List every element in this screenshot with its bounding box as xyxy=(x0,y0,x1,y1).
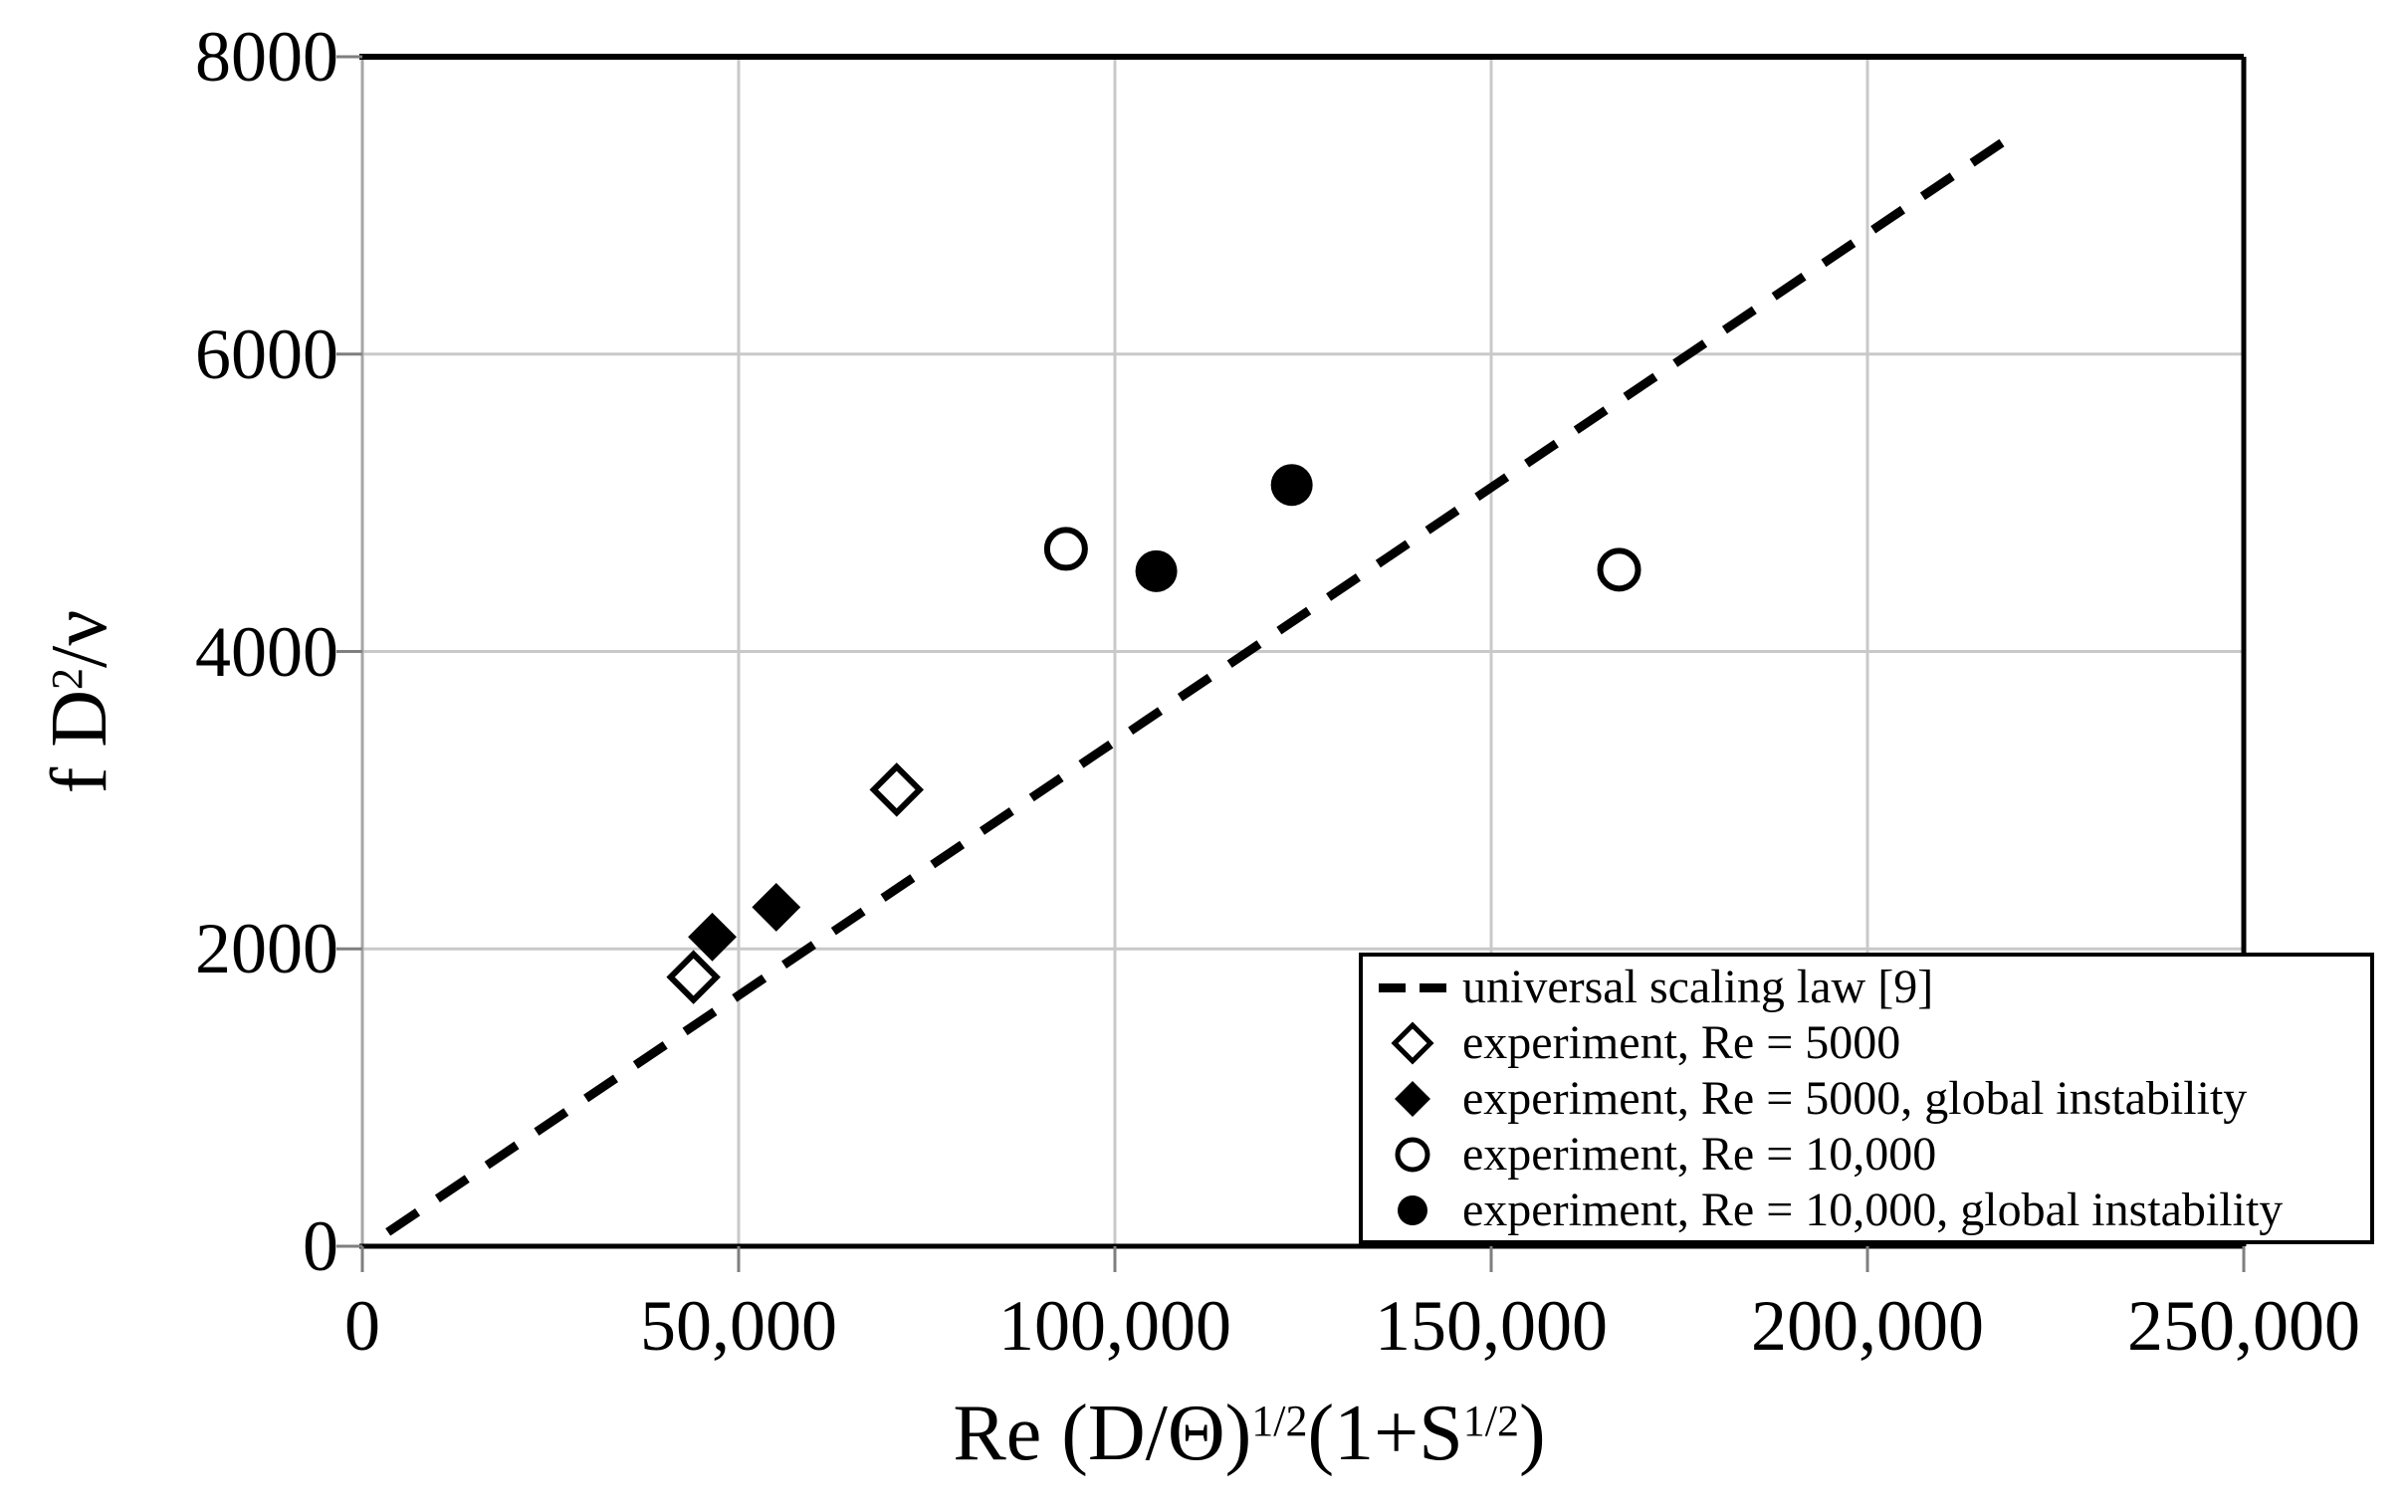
y-tick-label: 4000 xyxy=(195,611,338,692)
legend-marker xyxy=(1363,982,1462,992)
legend-item: experiment, Re = 5000, global instabilit… xyxy=(1363,1071,2370,1127)
legend-item: experiment, Re = 10,000 xyxy=(1363,1127,2370,1183)
dash-gap xyxy=(1406,983,1420,992)
y-axis-title-base: f D xyxy=(36,690,123,794)
legend-marker xyxy=(1363,1133,1462,1177)
y-tick-label: 2000 xyxy=(195,909,338,989)
legend-marker-filled-diamond-icon xyxy=(1395,1081,1430,1117)
x-tick-label: 150,000 xyxy=(1375,1286,1608,1366)
y-axis-title-superscript: 2 xyxy=(42,668,92,690)
x-tick-label: 100,000 xyxy=(998,1286,1231,1366)
data-point-open-circle xyxy=(1043,527,1088,571)
y-tick-label: 8000 xyxy=(195,17,338,97)
legend-marker xyxy=(1363,1188,1462,1232)
universal-scaling-law-line xyxy=(385,132,2014,1236)
filled-circle-glyph xyxy=(1398,1195,1427,1225)
data-point-open-diamond xyxy=(666,950,721,1004)
data-point-open-circle xyxy=(1597,547,1642,592)
legend-item-label: experiment, Re = 10,000, global instabil… xyxy=(1462,1184,2284,1236)
x-axis-title: Re (D/Θ)1/2(1+S1/2) xyxy=(752,1386,1747,1493)
legend-marker-dashed-line xyxy=(1379,982,1446,992)
legend-item: experiment, Re = 5000 xyxy=(1363,1015,2370,1071)
legend-marker xyxy=(1363,1077,1462,1121)
legend-marker xyxy=(1363,1021,1462,1065)
x-axis-title-base2: (1+S xyxy=(1307,1390,1463,1477)
y-tick-label: 0 xyxy=(303,1206,338,1286)
legend-item-label: universal scaling law [9] xyxy=(1462,961,1934,1013)
legend-marker-open-diamond-icon xyxy=(1391,1021,1434,1065)
y-axis-title: f D2/ν xyxy=(32,403,127,1000)
data-point-open-diamond xyxy=(869,762,925,817)
legend-box: universal scaling law [9] experiment, Re … xyxy=(1359,953,2374,1244)
data-point-filled-diamond xyxy=(688,912,737,962)
legend-item-label: experiment, Re = 5000 xyxy=(1462,1016,1901,1069)
legend-marker-open-circle-icon xyxy=(1395,1137,1430,1173)
dash-icon xyxy=(1420,982,1446,992)
x-axis-title-superscript2: 1/2 xyxy=(1462,1396,1519,1445)
legend-item-label: experiment, Re = 5000, global instabilit… xyxy=(1462,1072,2248,1125)
data-point-filled-circle xyxy=(1270,464,1313,507)
legend-item: experiment, Re = 10,000, global instabil… xyxy=(1363,1183,2370,1238)
open-circle-glyph xyxy=(1395,1137,1430,1173)
legend-marker-filled-circle-icon xyxy=(1398,1195,1427,1225)
x-tick-label: 200,000 xyxy=(1751,1286,1984,1366)
legend-item-label: experiment, Re = 10,000 xyxy=(1462,1128,1937,1181)
x-axis-title-base3: ) xyxy=(1519,1390,1546,1477)
y-tick-label: 6000 xyxy=(195,314,338,394)
legend-item: universal scaling law [9] xyxy=(1363,960,2370,1015)
data-point-filled-circle xyxy=(1135,549,1178,592)
open-diamond-glyph xyxy=(1391,1021,1434,1065)
data-point-filled-diamond xyxy=(752,883,801,932)
x-tick-label: 0 xyxy=(344,1286,380,1366)
x-tick-label: 50,000 xyxy=(640,1286,837,1366)
dash-icon xyxy=(1379,982,1406,992)
x-axis-title-base1: Re (D/Θ) xyxy=(953,1390,1252,1477)
x-axis-title-superscript1: 1/2 xyxy=(1251,1396,1308,1445)
filled-diamond-glyph xyxy=(1395,1081,1430,1117)
y-axis-title-rest: /ν xyxy=(36,609,123,668)
x-tick-label: 250,000 xyxy=(2127,1286,2360,1366)
